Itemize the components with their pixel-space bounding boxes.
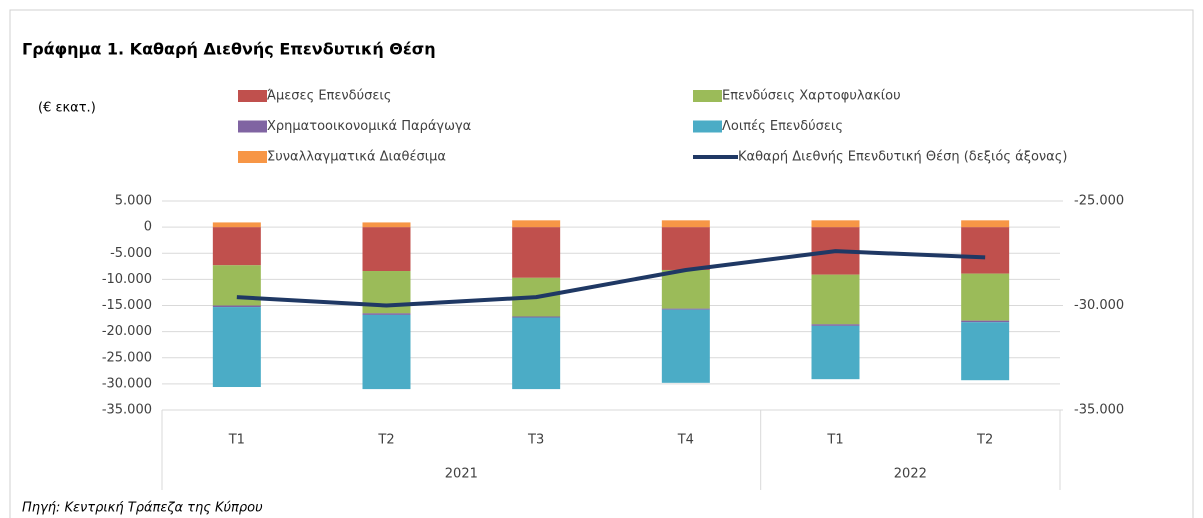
chart-title: Γράφημα 1. Καθαρή Διεθνής Επενδυτική Θέσ… xyxy=(22,40,436,59)
x-group-label: 2022 xyxy=(894,467,927,482)
source: Πηγή: Κεντρική Τράπεζα της Κύπρου xyxy=(22,501,263,516)
bar-segment xyxy=(512,220,561,228)
legend-label: Χρηματοοικονομικά Παράγωγα xyxy=(267,119,471,134)
y-tick-label: -20.000 xyxy=(102,324,152,339)
bar-segment xyxy=(811,324,860,326)
bar-segment xyxy=(512,227,561,278)
bar-segment xyxy=(212,227,261,266)
legend-label: Καθαρή Διεθνής Επενδυτική Θέση (δεξιός ά… xyxy=(738,150,1067,165)
bar-segment xyxy=(212,307,261,388)
y-tick-label: -30.000 xyxy=(102,376,152,391)
bar-segment xyxy=(661,269,710,309)
x-group-label: 2021 xyxy=(445,467,478,482)
bar-segment xyxy=(362,227,411,272)
legend-label: Λοιπές Επενδύσεις xyxy=(722,119,843,134)
legend-swatch xyxy=(693,90,722,102)
bar-segment xyxy=(362,313,411,315)
legend-swatch xyxy=(693,120,722,133)
legend-swatch xyxy=(238,151,267,163)
bar-segment xyxy=(811,274,860,325)
bar-segment xyxy=(512,316,561,318)
x-tick-label: T2 xyxy=(976,433,993,448)
y2-tick-label: -35.000 xyxy=(1074,403,1124,418)
legend-swatch xyxy=(238,90,267,102)
x-tick-label: T1 xyxy=(826,433,843,448)
bar-segment xyxy=(362,222,411,228)
bar-segment xyxy=(961,220,1010,228)
bar-segment xyxy=(661,227,710,270)
line-series xyxy=(236,249,986,308)
bar-segment xyxy=(362,314,411,390)
y-tick-label: -10.000 xyxy=(102,272,152,287)
bar-segment xyxy=(961,320,1010,323)
bar-segment xyxy=(811,325,860,380)
bar-segment xyxy=(212,305,261,308)
legend-label: Επενδύσεις Χαρτοφυλακίου xyxy=(722,89,901,104)
y-tick-label: -25.000 xyxy=(102,350,152,365)
bar-segment xyxy=(212,222,261,228)
legend-label: Άμεσες Επενδύσεις xyxy=(267,89,391,104)
bar-segment xyxy=(661,308,710,310)
x-tick-label: T4 xyxy=(677,433,694,448)
y-tick-label: -35.000 xyxy=(102,403,152,418)
y-tick-label: -15.000 xyxy=(102,298,152,313)
bar-segment xyxy=(961,273,1010,321)
x-tick-label: T2 xyxy=(377,433,394,448)
legend-swatch xyxy=(238,120,267,133)
bar-segment xyxy=(961,322,1010,381)
y-tick-label: 5.000 xyxy=(115,194,152,209)
legend-label: Συναλλαγματικά Διαθέσιμα xyxy=(267,150,446,165)
bar-segment xyxy=(661,220,710,228)
bar-segment xyxy=(512,317,561,390)
x-tick-label: T1 xyxy=(228,433,245,448)
y2-tick-label: -30.000 xyxy=(1074,298,1124,313)
x-tick-label: T3 xyxy=(527,433,544,448)
bar-segment xyxy=(661,309,710,383)
bar-segment xyxy=(961,227,1010,274)
y-tick-label: -5.000 xyxy=(110,246,152,261)
frame xyxy=(9,9,1194,518)
y-tick-label: 0 xyxy=(144,220,152,235)
y-axis-label: (€ εκατ.) xyxy=(38,101,96,116)
y2-tick-label: -25.000 xyxy=(1074,194,1124,209)
bar-segment xyxy=(811,220,860,228)
